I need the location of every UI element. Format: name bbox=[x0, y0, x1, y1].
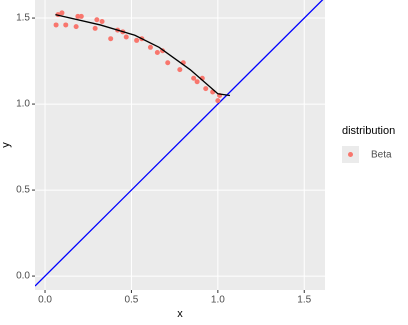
y-tick-label: 0.5 bbox=[16, 185, 30, 196]
point bbox=[53, 22, 59, 28]
point bbox=[147, 44, 153, 50]
point bbox=[194, 79, 200, 85]
point bbox=[78, 13, 84, 19]
point bbox=[165, 60, 171, 66]
legend-title: distribution bbox=[342, 125, 395, 137]
x-axis-label: x bbox=[177, 308, 183, 320]
legend-label: Beta bbox=[371, 150, 392, 161]
point bbox=[94, 17, 100, 23]
point bbox=[73, 24, 79, 30]
point bbox=[177, 67, 183, 73]
point bbox=[59, 10, 65, 16]
point bbox=[134, 37, 140, 43]
legend-marker bbox=[348, 152, 353, 157]
point bbox=[108, 36, 114, 42]
point bbox=[191, 75, 197, 81]
fit-line bbox=[55, 13, 231, 97]
point bbox=[92, 25, 98, 31]
panel bbox=[35, 0, 325, 290]
x-tick-label: 1.0 bbox=[211, 295, 225, 306]
point bbox=[75, 13, 81, 19]
x-tick-label: 0.5 bbox=[124, 295, 138, 306]
y-tick-label: 1.5 bbox=[16, 13, 30, 24]
x-tick-label: 0.0 bbox=[38, 295, 52, 306]
point bbox=[215, 98, 221, 104]
reference-line bbox=[35, 0, 324, 287]
y-axis-label: y bbox=[0, 142, 12, 148]
point bbox=[123, 34, 129, 40]
point bbox=[203, 86, 209, 92]
y-tick-label: 0.0 bbox=[16, 271, 30, 282]
y-tick-label: 1.0 bbox=[16, 99, 30, 110]
point bbox=[154, 49, 160, 55]
point bbox=[63, 22, 69, 28]
x-tick-label: 1.5 bbox=[297, 295, 311, 306]
point bbox=[99, 19, 105, 25]
